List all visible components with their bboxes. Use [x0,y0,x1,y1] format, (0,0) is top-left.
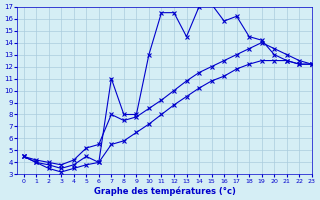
X-axis label: Graphe des températures (°c): Graphe des températures (°c) [94,186,236,196]
